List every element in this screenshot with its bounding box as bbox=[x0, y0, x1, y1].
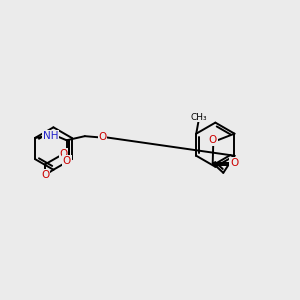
Text: O: O bbox=[62, 156, 71, 166]
Text: NH: NH bbox=[43, 131, 58, 141]
Text: O: O bbox=[208, 135, 217, 146]
Text: O: O bbox=[41, 170, 49, 180]
Text: O: O bbox=[230, 158, 238, 168]
Text: O: O bbox=[59, 149, 68, 159]
Text: CH₃: CH₃ bbox=[190, 113, 207, 122]
Text: O: O bbox=[98, 132, 106, 142]
